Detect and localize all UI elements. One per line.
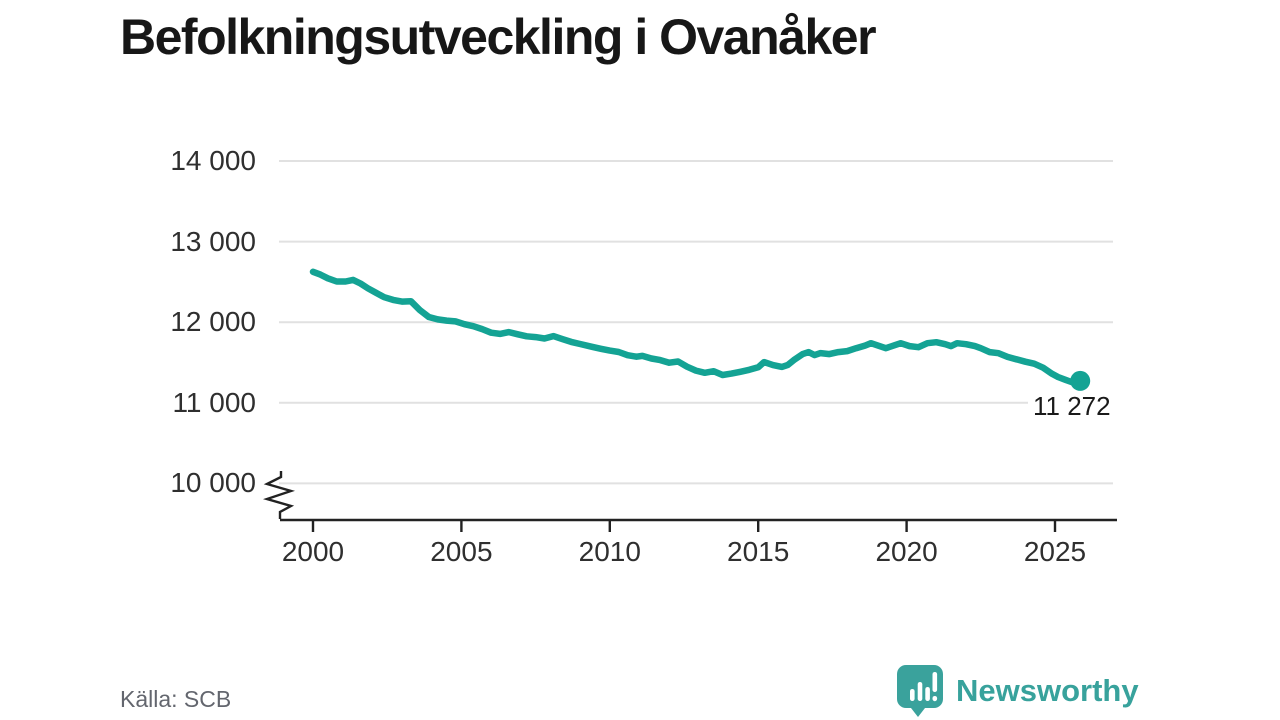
y-tick-label: 14 000 [170, 145, 256, 176]
axis-break-icon [262, 471, 296, 519]
y-tick-label: 11 000 [172, 386, 256, 418]
x-tick-label: 2010 [578, 536, 641, 567]
y-tick-label: 12 000 [170, 306, 256, 338]
speech-bubble-chart-icon [897, 665, 943, 717]
x-tick-label: 2005 [430, 536, 493, 567]
newsworthy-logo-text: Newsworthy [956, 673, 1139, 708]
source-caption: Källa: SCB [120, 686, 232, 712]
newsworthy-logo: Newsworthy [896, 664, 1139, 718]
chart-title: Befolkningsutveckling i Ovanåker [120, 9, 877, 65]
population-line [309, 268, 1084, 386]
end-value-label: 11 272 [1028, 391, 1116, 422]
x-tick-label: 2020 [875, 536, 938, 567]
last-point-marker [1070, 370, 1091, 391]
x-tick-label: 2025 [1023, 536, 1087, 567]
y-tick-label: 13 000 [170, 225, 256, 257]
x-tick-label: 2015 [727, 536, 790, 567]
x-tick-label: 2000 [281, 536, 345, 567]
y-tick-label: 10 000 [170, 467, 256, 499]
